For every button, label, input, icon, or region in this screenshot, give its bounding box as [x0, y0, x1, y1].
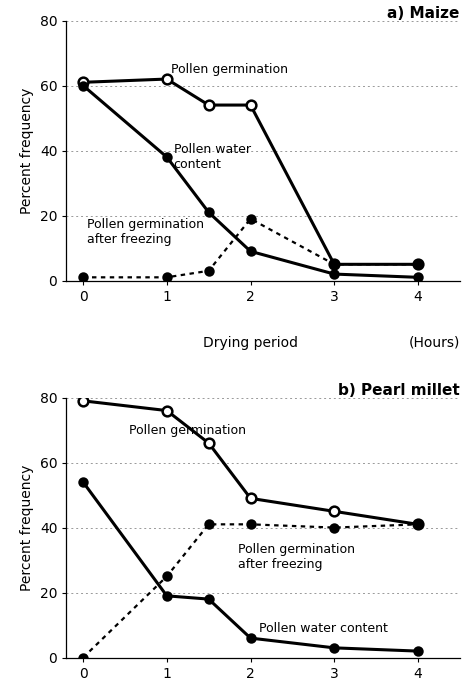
Text: Pollen germination: Pollen germination	[129, 423, 246, 436]
Y-axis label: Percent frequency: Percent frequency	[20, 88, 34, 214]
Y-axis label: Percent frequency: Percent frequency	[20, 464, 34, 590]
Text: Pollen germination
after freezing: Pollen germination after freezing	[87, 218, 204, 246]
Text: Pollen germination: Pollen germination	[171, 63, 288, 76]
Text: (Hours): (Hours)	[409, 336, 460, 350]
Text: Pollen water content: Pollen water content	[259, 622, 388, 635]
Text: Pollen water
content: Pollen water content	[173, 143, 250, 171]
Text: b) Pearl millet: b) Pearl millet	[338, 383, 460, 397]
Text: Drying period: Drying period	[203, 336, 298, 350]
Text: Pollen germination
after freezing: Pollen germination after freezing	[238, 543, 355, 571]
Text: a) Maize: a) Maize	[387, 5, 460, 21]
